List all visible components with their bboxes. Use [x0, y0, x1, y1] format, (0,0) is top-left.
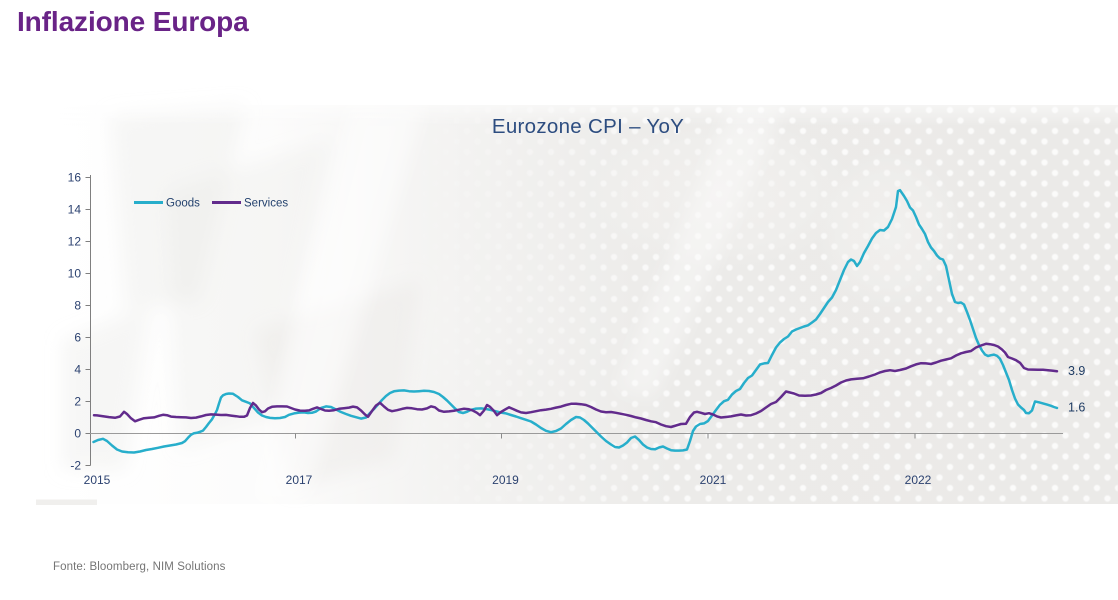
svg-text:2022: 2022: [905, 473, 932, 487]
svg-text:0: 0: [74, 426, 81, 440]
svg-text:2019: 2019: [492, 473, 519, 487]
svg-text:10: 10: [68, 266, 82, 280]
svg-text:2021: 2021: [700, 473, 727, 487]
svg-text:2017: 2017: [286, 473, 313, 487]
svg-text:3.9: 3.9: [1068, 364, 1085, 378]
svg-text:14: 14: [68, 202, 82, 216]
svg-text:16: 16: [68, 170, 82, 184]
svg-text:6: 6: [74, 330, 81, 344]
svg-text:2: 2: [74, 394, 81, 408]
svg-text:-2: -2: [70, 458, 81, 472]
svg-text:Goods: Goods: [166, 198, 200, 210]
svg-text:Services: Services: [244, 198, 288, 210]
svg-text:2015: 2015: [84, 473, 111, 487]
svg-text:12: 12: [68, 234, 82, 248]
svg-text:8: 8: [74, 298, 81, 312]
svg-text:4: 4: [74, 362, 81, 376]
svg-text:1.6: 1.6: [1068, 401, 1085, 415]
